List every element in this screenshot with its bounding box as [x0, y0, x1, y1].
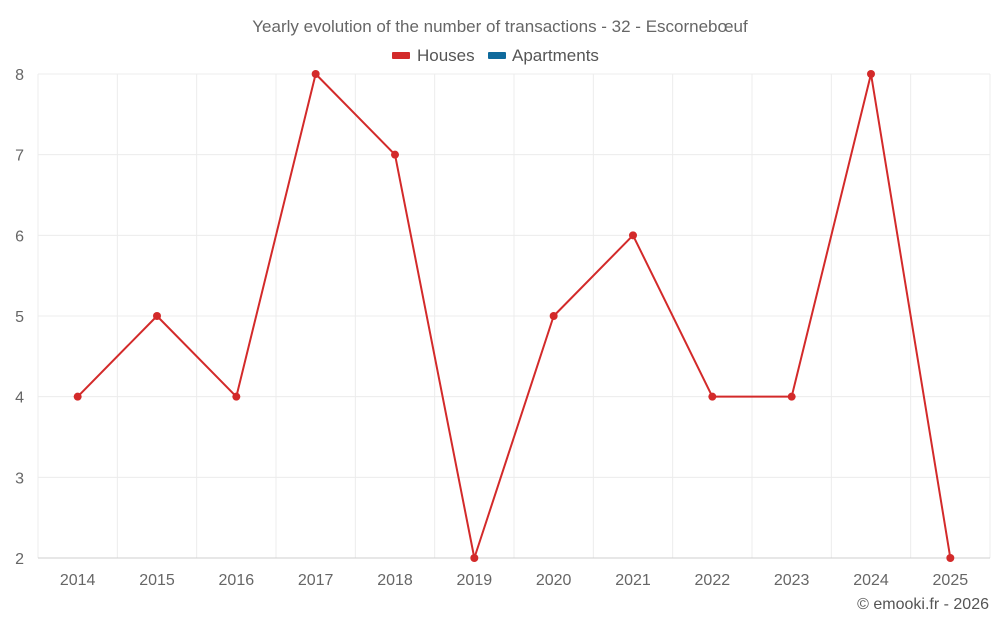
legend-item-houses[interactable]: Houses: [392, 46, 475, 65]
y-tick-label: 2: [15, 551, 24, 568]
series-houses: [73, 70, 955, 562]
legend-swatch-apartments: [488, 52, 506, 59]
data-point-houses-2015[interactable]: [153, 312, 161, 320]
x-axis-ticks: 2014 2015 2016 2017 2018 2019 2020 2021 2022 2023…: [60, 572, 968, 589]
series-line-houses: [76, 73, 952, 559]
data-point-houses-2019[interactable]: [470, 554, 479, 562]
legend: Houses Apartments: [392, 46, 599, 65]
x-tick-label: 2022: [695, 572, 731, 589]
x-tick-label: 2025: [933, 572, 969, 589]
data-point-houses-2023[interactable]: [787, 392, 796, 401]
chart-title: Yearly evolution of the number of transa…: [252, 17, 748, 36]
y-tick-label: 5: [15, 309, 24, 326]
y-tick-label: 4: [15, 390, 24, 407]
data-point-houses-2022[interactable]: [708, 392, 717, 401]
y-gridlines: [38, 73, 990, 478]
y-axis-ticks: 2 3 4 5 6 7 8: [15, 67, 24, 568]
legend-item-apartments[interactable]: Apartments: [488, 46, 599, 65]
legend-label-apartments: Apartments: [512, 46, 599, 65]
data-point-houses-2017[interactable]: [311, 70, 320, 78]
data-point-houses-2016[interactable]: [232, 392, 241, 401]
x-tick-label: 2020: [536, 572, 572, 589]
x-tick-label: 2018: [377, 572, 413, 589]
x-tick-label: 2019: [457, 572, 493, 589]
x-tick-label: 2016: [219, 572, 255, 589]
data-point-houses-2020[interactable]: [549, 312, 558, 320]
data-point-houses-2024[interactable]: [867, 70, 875, 78]
data-point-houses-2025[interactable]: [946, 554, 955, 562]
data-point-houses-2014[interactable]: [73, 392, 82, 401]
y-tick-label: 6: [15, 228, 24, 245]
x-tick-label: 2014: [60, 572, 96, 589]
legend-swatch-houses: [392, 52, 410, 59]
x-tick-label: 2024: [853, 572, 889, 589]
x-tick-label: 2023: [774, 572, 810, 589]
y-tick-label: 3: [15, 470, 24, 487]
x-tick-label: 2021: [615, 572, 651, 589]
y-tick-label: 8: [15, 67, 24, 84]
x-tick-label: 2015: [139, 572, 175, 589]
y-tick-label: 7: [15, 148, 24, 165]
x-tick-label: 2017: [298, 572, 334, 589]
data-point-houses-2021[interactable]: [629, 231, 637, 240]
credit-text: © emooki.fr - 2026: [857, 596, 989, 613]
data-point-houses-2018[interactable]: [391, 150, 399, 159]
legend-label-houses: Houses: [417, 46, 475, 65]
